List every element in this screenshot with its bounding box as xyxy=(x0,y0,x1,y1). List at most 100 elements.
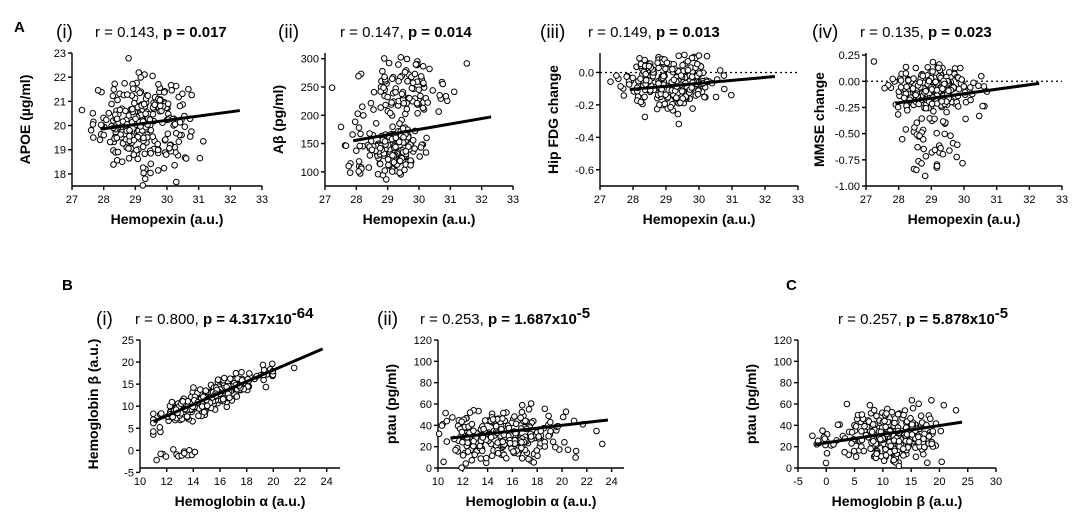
data-point xyxy=(522,417,529,425)
data-point xyxy=(897,84,905,91)
panel-letter-a: A xyxy=(14,19,25,36)
x-tick-label: 28 xyxy=(627,194,639,206)
data-point xyxy=(908,431,916,438)
x-tick-label: 20 xyxy=(933,476,945,488)
data-point xyxy=(129,105,136,113)
panel-sublabel: (iv) xyxy=(812,22,838,43)
y-tick-label: -1.00 xyxy=(835,181,860,193)
data-point xyxy=(908,397,916,404)
x-tick-label: 30 xyxy=(990,476,1002,488)
data-point xyxy=(662,65,669,73)
data-point xyxy=(545,412,552,420)
data-point xyxy=(103,116,110,124)
data-point xyxy=(366,130,373,137)
y-tick-label: -0.75 xyxy=(835,155,860,167)
data-point xyxy=(858,428,865,435)
data-point xyxy=(684,58,692,65)
data-point xyxy=(850,447,858,455)
data-point xyxy=(908,421,916,428)
data-point xyxy=(463,60,471,67)
data-point xyxy=(403,55,411,63)
data-point xyxy=(483,454,490,462)
data-point xyxy=(466,409,474,416)
data-point xyxy=(438,422,446,429)
stat-p-exponent: -5 xyxy=(577,305,590,322)
data-point xyxy=(154,146,162,154)
x-tick-label: 30 xyxy=(413,194,425,206)
data-point xyxy=(696,70,703,77)
y-tick-label: 19 xyxy=(54,145,66,157)
data-point xyxy=(435,108,443,115)
y-tick-label: 20 xyxy=(420,442,432,454)
data-point xyxy=(870,58,878,65)
data-point xyxy=(958,76,966,83)
data-point xyxy=(861,423,868,430)
data-point xyxy=(379,67,386,75)
data-point xyxy=(728,91,735,99)
x-tick-label: 27 xyxy=(319,194,331,206)
data-point xyxy=(922,153,930,160)
panel-letter-c: C xyxy=(786,277,797,294)
data-point xyxy=(909,404,917,412)
y-tick-label: 80 xyxy=(420,378,432,390)
data-point xyxy=(916,79,924,86)
data-point xyxy=(380,84,387,91)
data-point xyxy=(924,459,931,467)
data-point xyxy=(852,423,860,430)
data-point xyxy=(975,82,982,90)
data-point xyxy=(870,437,877,445)
data-point xyxy=(142,110,149,117)
data-point xyxy=(848,440,855,447)
data-point xyxy=(196,386,204,393)
data-point xyxy=(151,101,158,109)
data-point xyxy=(419,63,427,70)
data-point xyxy=(681,51,688,59)
data-point xyxy=(688,73,696,81)
data-point xyxy=(269,360,276,368)
data-point xyxy=(480,425,487,433)
data-point xyxy=(395,61,402,68)
x-tick-label: 27 xyxy=(860,194,872,206)
data-point xyxy=(925,77,933,85)
data-point xyxy=(669,65,676,73)
data-point xyxy=(959,159,966,167)
data-point xyxy=(202,387,210,395)
y-axis-title: ptau (pg/ml) xyxy=(383,364,399,444)
data-point xyxy=(913,119,921,126)
stat-r-value: r = 0.143, xyxy=(95,24,163,41)
x-tick-label: 27 xyxy=(594,194,606,206)
data-point xyxy=(113,115,121,123)
data-point xyxy=(883,410,890,417)
data-point xyxy=(134,155,142,163)
data-point xyxy=(933,129,941,137)
y-tick-label: 100 xyxy=(301,167,319,179)
data-point xyxy=(366,152,374,159)
data-point xyxy=(545,432,552,440)
data-point xyxy=(179,398,187,405)
x-tick-label: 29 xyxy=(382,194,394,206)
stat-p-value: p = 0.023 xyxy=(928,24,992,41)
data-point xyxy=(97,121,105,129)
y-tick-label: 0 xyxy=(128,445,134,457)
stat-text: r = 0.257, p = 5.878x10-5 xyxy=(838,305,1008,328)
data-point xyxy=(416,153,424,160)
x-tick-label: 15 xyxy=(905,476,917,488)
data-point xyxy=(902,63,910,71)
x-tick-label: 16 xyxy=(214,476,226,488)
data-point xyxy=(420,79,427,87)
stat-text: r = 0.135, p = 0.023 xyxy=(860,24,992,41)
x-tick-label: 33 xyxy=(256,194,268,206)
data-point xyxy=(139,164,147,171)
data-point xyxy=(355,168,363,175)
data-point xyxy=(182,155,190,162)
data-point xyxy=(533,447,541,454)
data-point xyxy=(670,76,678,84)
data-point xyxy=(147,127,155,134)
data-point xyxy=(695,52,703,59)
data-point xyxy=(593,427,600,435)
data-point xyxy=(118,158,126,165)
data-point xyxy=(930,108,937,115)
data-point xyxy=(415,86,423,93)
data-point xyxy=(641,113,649,121)
data-point xyxy=(823,450,831,457)
